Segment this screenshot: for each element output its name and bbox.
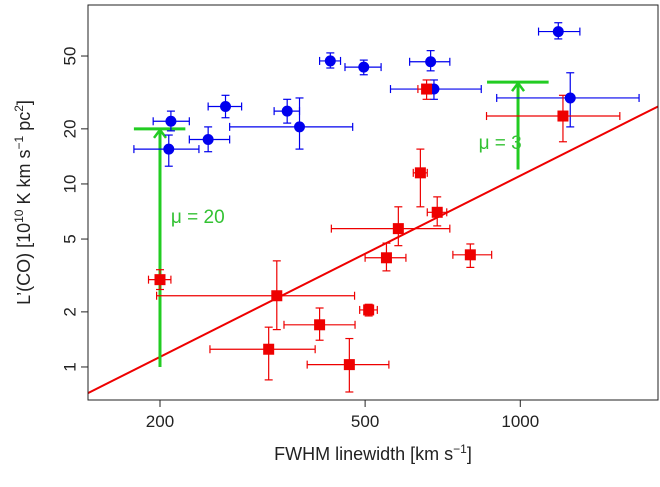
data-point-square [271, 290, 283, 302]
x-tick-label: 500 [351, 412, 379, 431]
data-point-square [414, 167, 426, 179]
annotation-label: μ = 3 [479, 133, 522, 154]
y-axis-title-superscript: −1 [12, 135, 26, 149]
x-axis-title-part: FWHM linewidth [km s [274, 444, 453, 464]
data-points-layer [154, 26, 576, 371]
data-point-square [380, 252, 392, 264]
y-axis-title-part: K km s [14, 150, 34, 210]
data-point-circle [281, 105, 293, 117]
y-tick-label: 1 [60, 362, 79, 371]
data-point-circle [165, 115, 177, 127]
annotations-layer: μ = 20 μ = 3 [171, 133, 522, 228]
y-axis-title: L’(CO) [1010 K km s−1 pc2] [12, 100, 34, 305]
x-tick-label: 1000 [501, 412, 539, 431]
data-point-square [154, 274, 166, 286]
y-tick-label: 10 [60, 174, 79, 193]
data-point-square [464, 249, 476, 261]
lensing-arrows-layer [133, 80, 549, 367]
data-point-circle [220, 100, 232, 112]
y-axis-title-superscript: 10 [12, 209, 26, 223]
y-axis-title-superscript: 2 [12, 105, 26, 112]
x-axis-title: FWHM linewidth [km s−1] [274, 442, 472, 464]
data-point-circle [294, 121, 306, 133]
data-point-circle [163, 143, 175, 155]
y-axis-title-part: L’(CO) [10 [14, 223, 34, 305]
y-tick-label: 5 [60, 234, 79, 243]
y-tick-label: 50 [60, 47, 79, 66]
data-point-square [343, 359, 355, 371]
error-bar [209, 326, 316, 381]
annotation-label: μ = 20 [171, 207, 225, 228]
y-tick-label: 2 [60, 307, 79, 316]
x-axis-title-superscript: −1 [453, 442, 467, 456]
data-point-circle [324, 55, 336, 67]
data-point-square [557, 110, 569, 122]
data-point-square [431, 206, 443, 218]
fit-line [88, 105, 658, 394]
error-bar [152, 110, 190, 132]
data-point-circle [202, 133, 214, 145]
data-point-circle [358, 61, 370, 73]
data-point-circle [425, 56, 437, 68]
y-axis-title-part: ] [14, 100, 34, 105]
data-point-square [421, 83, 433, 95]
fit-line-layer [88, 105, 658, 394]
data-point-circle [552, 26, 564, 38]
data-point-circle [564, 92, 576, 104]
data-point-square [392, 223, 404, 235]
y-axis-title-part: pc [14, 112, 34, 136]
y-tick-label: 20 [60, 119, 79, 138]
plot-frame [87, 4, 659, 401]
lensing-arrow [133, 127, 186, 367]
data-point-square [314, 319, 326, 331]
x-axis-title-part: ] [467, 444, 472, 464]
error-bar [330, 206, 451, 247]
x-tick-label: 200 [146, 412, 174, 431]
data-point-square [263, 343, 275, 355]
data-point-square [363, 304, 375, 316]
